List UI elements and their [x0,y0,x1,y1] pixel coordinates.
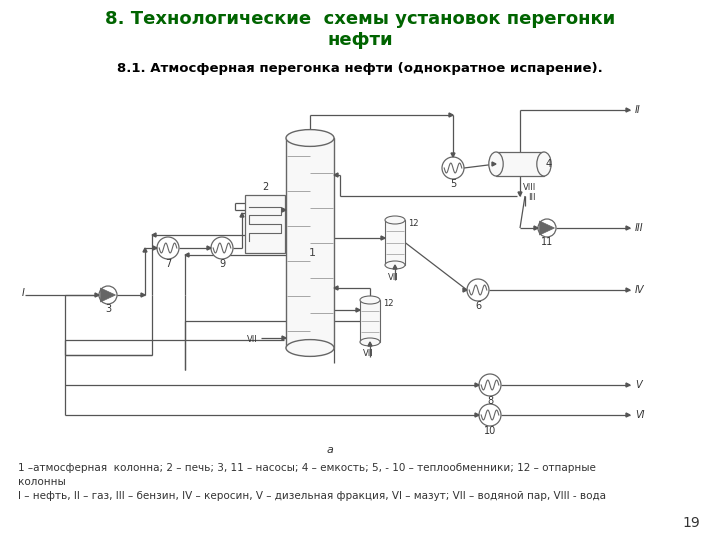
Text: 5: 5 [450,179,456,189]
Text: V: V [635,380,642,390]
Polygon shape [282,336,286,340]
Text: 4: 4 [546,159,552,169]
Polygon shape [185,253,189,257]
Bar [360,300,380,342]
Text: VII: VII [363,349,374,359]
Circle shape [99,286,117,304]
Polygon shape [240,213,244,217]
Circle shape [157,237,179,259]
Circle shape [538,219,556,237]
Circle shape [479,374,501,396]
Polygon shape [356,308,360,312]
Bar [496,152,544,176]
Polygon shape [475,383,479,387]
Polygon shape [141,293,145,297]
Circle shape [442,157,464,179]
Ellipse shape [360,296,380,304]
Text: 10: 10 [484,426,496,436]
Text: 12: 12 [383,300,394,308]
Ellipse shape [385,216,405,224]
Circle shape [211,237,233,259]
Text: I: I [22,288,25,298]
Polygon shape [449,113,453,117]
Polygon shape [475,413,479,417]
Polygon shape [207,246,211,250]
Circle shape [467,279,489,301]
Polygon shape [334,173,338,177]
Text: 11: 11 [541,237,553,247]
Text: III: III [528,193,536,202]
Polygon shape [539,221,554,235]
Polygon shape [381,236,385,240]
Polygon shape [463,288,467,292]
Polygon shape [534,226,538,230]
Bar [385,220,405,265]
Polygon shape [368,342,372,346]
Text: 6: 6 [475,301,481,311]
Polygon shape [95,293,99,297]
Text: VI: VI [635,410,644,420]
Text: VII: VII [387,273,398,281]
Text: 8: 8 [487,396,493,406]
Polygon shape [626,226,630,230]
Text: 3: 3 [105,304,111,314]
Polygon shape [152,233,156,237]
Text: VIII: VIII [523,184,536,192]
Ellipse shape [360,338,380,346]
Text: 12: 12 [408,219,418,228]
Ellipse shape [489,152,503,176]
Polygon shape [101,288,115,302]
Polygon shape [626,108,630,112]
Circle shape [479,404,501,426]
Ellipse shape [286,340,334,356]
Text: I – нефть, II – газ, III – бензин, IV – керосин, V – дизельная фракция, VI – маз: I – нефть, II – газ, III – бензин, IV – … [18,491,606,501]
Text: II: II [635,105,641,115]
Text: a: a [327,445,333,455]
Polygon shape [143,248,147,252]
Text: 2: 2 [262,182,268,192]
Text: 9: 9 [219,259,225,269]
Polygon shape [282,208,286,212]
Text: 8.1. Атмосферная перегонка нефти (однократное испарение).: 8.1. Атмосферная перегонка нефти (однокр… [117,62,603,75]
Ellipse shape [537,152,552,176]
Ellipse shape [385,261,405,269]
Text: 1: 1 [308,248,315,259]
Text: III: III [635,223,644,233]
Text: колонны: колонны [18,477,66,487]
Polygon shape [626,383,630,387]
Text: 7: 7 [165,259,171,269]
Text: 19: 19 [683,516,700,530]
Polygon shape [153,246,157,250]
Ellipse shape [286,130,334,146]
Polygon shape [626,413,630,417]
Polygon shape [393,265,397,269]
Polygon shape [334,286,338,290]
Polygon shape [626,288,630,292]
Bar [245,195,285,253]
Text: 8. Технологические  схемы установок перегонки
нефти: 8. Технологические схемы установок перег… [105,10,615,49]
Polygon shape [451,153,455,157]
Polygon shape [492,162,496,166]
Text: VII: VII [247,335,258,345]
Bar [286,138,334,348]
Text: 1 –атмосферная  колонна; 2 – печь; 3, 11 – насосы; 4 – емкость; 5, - 10 – теплоо: 1 –атмосферная колонна; 2 – печь; 3, 11 … [18,463,596,473]
Text: IV: IV [635,285,644,295]
Polygon shape [518,192,522,196]
